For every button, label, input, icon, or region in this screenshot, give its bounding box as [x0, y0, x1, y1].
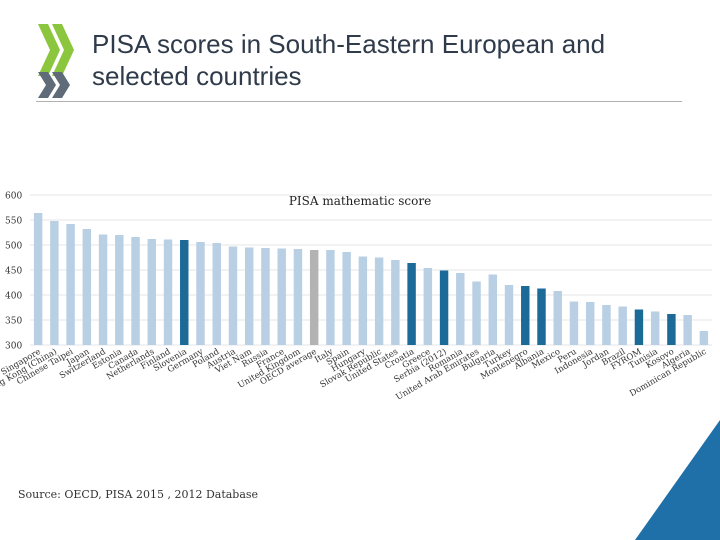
bar: [521, 286, 530, 345]
y-tick-label: 450: [5, 267, 22, 277]
bar: [180, 240, 189, 345]
bars: [33, 213, 709, 345]
bar: [228, 246, 238, 345]
bar: [82, 229, 92, 345]
bar: [569, 301, 579, 345]
bar: [537, 288, 546, 345]
bar: [342, 252, 351, 345]
bar: [147, 239, 157, 345]
y-tick-label: 500: [5, 242, 22, 252]
bar: [472, 281, 481, 345]
bar: [667, 314, 676, 345]
title-divider: [36, 101, 682, 102]
bar: [212, 243, 221, 345]
bar: [196, 242, 205, 345]
y-tick-label: 350: [5, 317, 22, 327]
bar: [277, 248, 286, 345]
bar: [439, 270, 449, 345]
bar: [618, 306, 627, 345]
oecd-logo: [36, 22, 78, 100]
page-title: PISA scores in South-Eastern European an…: [92, 29, 606, 91]
bar: [115, 235, 124, 345]
bar: [456, 273, 465, 345]
bar: [261, 248, 270, 345]
bar: [309, 250, 319, 345]
bar: [358, 256, 368, 345]
bar: [391, 260, 400, 345]
bar: [699, 331, 709, 345]
bar: [163, 239, 173, 345]
bar: [50, 221, 59, 345]
bar: [244, 247, 254, 345]
bar: [66, 224, 75, 345]
y-tick-label: 600: [5, 192, 22, 202]
corner-decoration: [635, 420, 720, 540]
bar: [634, 309, 644, 345]
bar: [504, 285, 514, 345]
bar: [553, 291, 562, 345]
oecd-chevrons-icon: [38, 24, 74, 98]
y-tick-label: 300: [5, 342, 22, 352]
bar: [602, 305, 611, 345]
bar: [488, 274, 498, 345]
bar: [423, 268, 433, 345]
bar: [33, 213, 43, 345]
bar: [374, 257, 384, 345]
bar: [683, 315, 692, 345]
bar: [407, 263, 416, 345]
bar: [131, 237, 140, 345]
bar: [585, 302, 595, 345]
source-note: Source: OECD, PISA 2015 , 2012 Database: [18, 488, 259, 501]
gridlines: [30, 194, 712, 346]
y-tick-label: 550: [5, 217, 22, 227]
bar: [98, 234, 108, 345]
bar: [650, 311, 660, 345]
bar: [326, 250, 335, 345]
y-tick-label: 400: [5, 292, 22, 302]
chart-title: PISA mathematic score: [289, 194, 431, 208]
y-axis-ticks: 300 350 400 450 500 550 600: [5, 192, 22, 352]
bar: [293, 249, 303, 345]
